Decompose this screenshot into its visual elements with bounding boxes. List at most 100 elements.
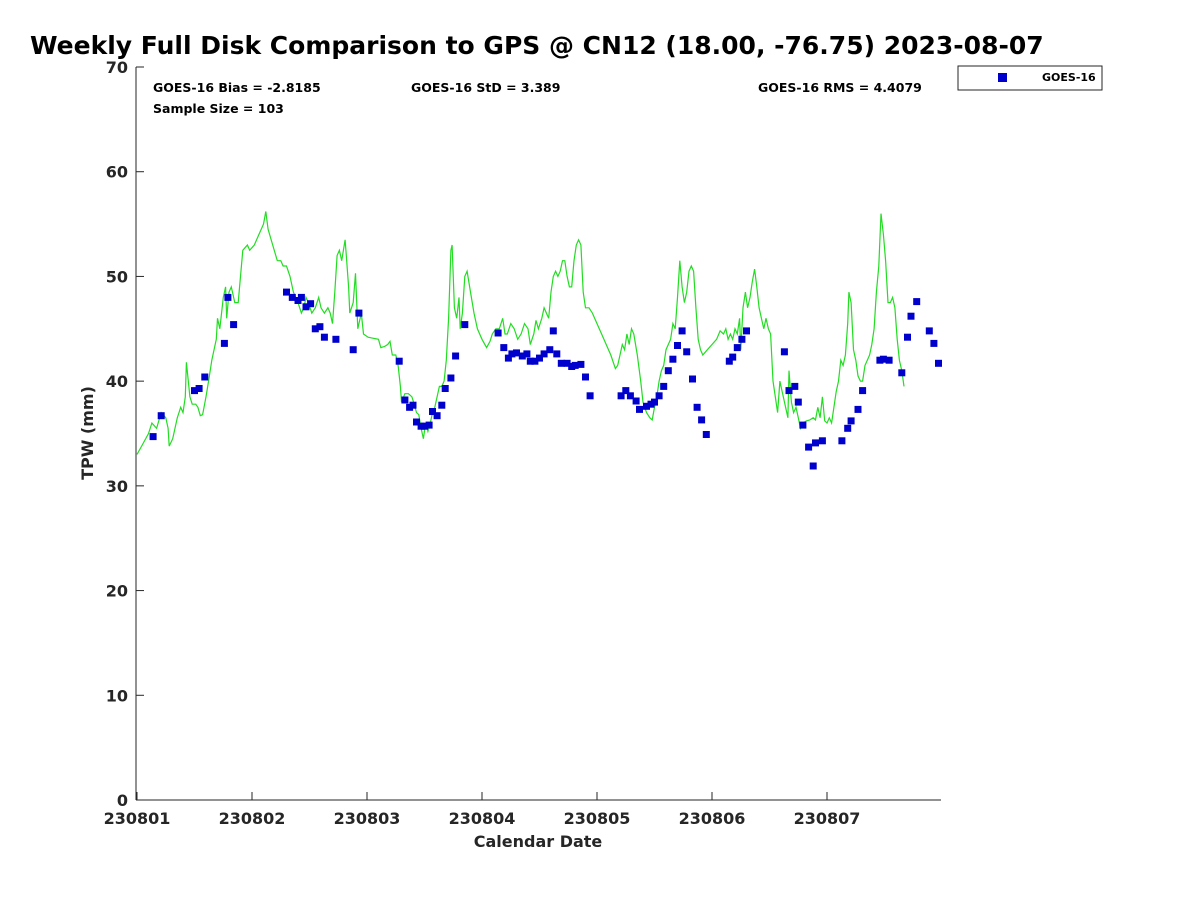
goes16-point-64: [655, 392, 663, 400]
goes16-point-72: [693, 403, 701, 411]
goes16-point-53: [577, 360, 585, 368]
goes16-point-44: [536, 354, 543, 362]
goes16-point-17: [332, 335, 340, 343]
goes16-point-52: [571, 361, 579, 369]
goes16-point-73: [698, 416, 706, 424]
y-tick-label-2: 20: [106, 582, 128, 601]
x-tick-label-5: 230806: [679, 809, 746, 828]
goes16-point-80: [780, 348, 788, 356]
goes16-point-76: [729, 353, 737, 361]
y-tick-label-5: 50: [106, 267, 128, 286]
plot-area: [136, 211, 942, 470]
goes16-point-87: [812, 439, 819, 447]
goes16-point-38: [508, 350, 516, 358]
stat-rms: GOES-16 RMS = 4.4079: [758, 80, 922, 95]
goes16-point-82: [791, 382, 799, 390]
y-tick-label-7: 70: [106, 58, 128, 77]
x-tick-label-0: 230801: [104, 809, 171, 828]
goes16-point-45: [540, 350, 548, 358]
goes16-point-93: [859, 387, 867, 395]
goes16-point-85: [805, 443, 813, 451]
goes16-point-57: [622, 387, 630, 395]
goes16-point-27: [425, 421, 433, 429]
goes16-point-40: [518, 352, 526, 360]
goes16-point-26: [421, 422, 428, 430]
goes16-point-47: [549, 327, 557, 335]
goes16-point-46: [546, 346, 554, 354]
goes16-point-88: [818, 437, 826, 445]
goes16-point-2: [191, 387, 198, 395]
goes16-point-70: [683, 348, 691, 356]
goes16-point-99: [907, 312, 915, 320]
x-tick-label-4: 230805: [564, 809, 631, 828]
goes16-point-96: [885, 356, 893, 364]
goes16-point-55: [586, 392, 594, 400]
goes16-point-103: [935, 359, 942, 367]
goes16-point-95: [879, 355, 887, 363]
goes16-point-86: [809, 462, 817, 470]
goes16-point-97: [898, 369, 906, 377]
goes16-point-20: [395, 357, 403, 365]
goes16-point-58: [626, 392, 634, 400]
goes16-point-0: [149, 433, 157, 441]
goes16-point-34: [461, 321, 469, 329]
goes16-point-13: [307, 300, 315, 308]
goes16-point-68: [674, 342, 681, 349]
goes16-point-67: [669, 355, 677, 363]
legend-label-goes16: GOES-16: [1042, 71, 1096, 84]
goes16-point-54: [582, 373, 589, 381]
goes16-point-11: [297, 293, 305, 301]
y-tick-label-0: 0: [117, 791, 128, 810]
goes16-point-63: [651, 398, 658, 406]
x-axis-label: Calendar Date: [474, 832, 603, 851]
goes16-point-33: [452, 352, 460, 360]
goes16-point-30: [438, 401, 446, 409]
goes16-point-71: [689, 375, 696, 383]
goes16-point-39: [513, 349, 520, 357]
x-tick-label-2: 230803: [334, 809, 401, 828]
x-tick-label-3: 230804: [449, 809, 516, 828]
goes16-point-3: [195, 385, 203, 392]
y-axis-label: TPW (mm): [78, 386, 97, 480]
goes16-point-89: [838, 437, 846, 445]
goes16-point-60: [636, 405, 643, 413]
gps-series-line: [136, 211, 905, 455]
goes16-point-74: [702, 431, 710, 438]
goes16-point-101: [925, 327, 933, 335]
goes16-point-32: [447, 374, 455, 382]
goes16-point-4: [201, 373, 209, 381]
goes16-point-29: [433, 412, 441, 420]
goes16-point-79: [743, 327, 750, 335]
x-tick-label-6: 230807: [794, 809, 861, 828]
goes16-point-65: [660, 382, 668, 390]
goes16-point-35: [494, 329, 502, 337]
y-tick-label-6: 60: [106, 163, 128, 182]
goes16-point-23: [409, 401, 417, 409]
goes16-point-42: [526, 357, 534, 365]
goes16-point-14: [311, 325, 319, 333]
y-tick-label-3: 30: [106, 477, 128, 496]
y-tick-label-4: 40: [106, 372, 128, 391]
goes16-point-102: [930, 339, 938, 347]
goes16-point-84: [799, 421, 807, 429]
legend-box: [957, 65, 1103, 91]
goes16-point-100: [913, 298, 921, 306]
goes16-point-66: [664, 367, 672, 375]
goes16-point-19: [355, 309, 363, 317]
goes16-point-91: [847, 417, 855, 425]
goes16-point-56: [617, 392, 625, 400]
goes16-point-75: [725, 357, 733, 365]
goes16-point-90: [844, 424, 852, 432]
goes16-point-61: [643, 402, 650, 410]
goes16-point-9: [288, 293, 296, 301]
legend: GOES-16: [957, 65, 1103, 91]
goes16-point-6: [224, 293, 232, 301]
goes16-point-28: [429, 408, 436, 415]
goes16-point-31: [441, 385, 449, 392]
goes16-point-16: [320, 333, 328, 341]
goes16-point-12: [302, 303, 310, 311]
goes16-point-37: [504, 354, 512, 362]
stat-bias: GOES-16 Bias = -2.8185: [153, 80, 321, 95]
goes16-point-36: [500, 344, 508, 352]
